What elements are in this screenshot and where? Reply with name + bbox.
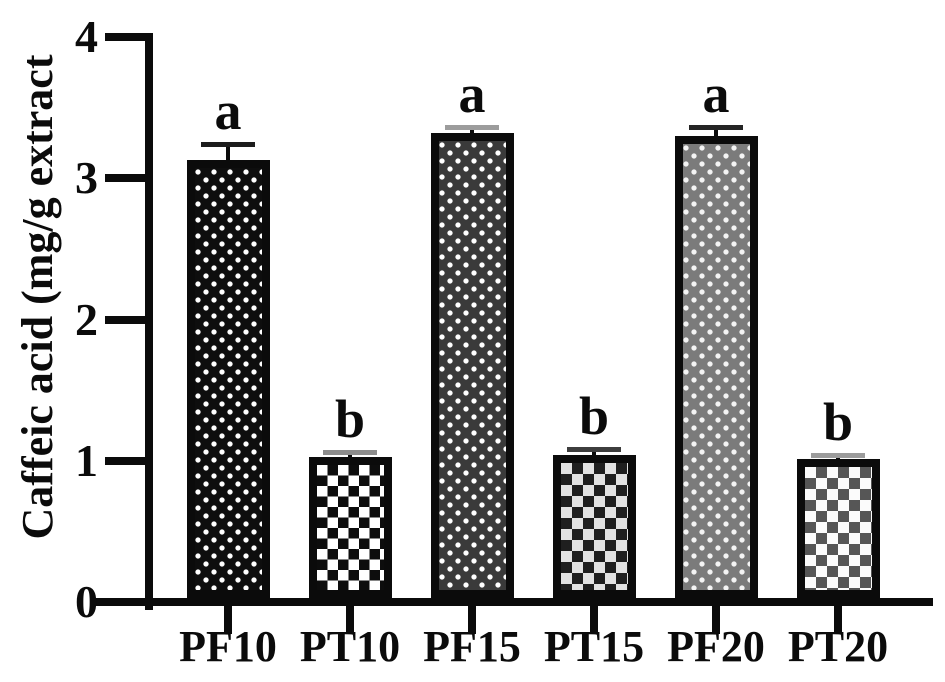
- x-tick-pf10: [224, 606, 232, 634]
- y-tick-label-4: 4: [75, 11, 98, 62]
- error-bar-cap-pf20: [689, 125, 743, 131]
- x-tick-pf20: [712, 606, 720, 634]
- error-bar-cap-pf10: [201, 142, 255, 148]
- bar-pt20: [796, 459, 880, 598]
- error-bar-cap-pt10: [323, 450, 377, 456]
- sig-letter-pf15: a: [458, 64, 486, 125]
- sig-letter-pf20: a: [702, 64, 730, 125]
- error-bar-cap-pf15: [445, 125, 499, 131]
- sig-letter-pt10: b: [334, 389, 366, 450]
- y-tick-label-3: 3: [75, 152, 98, 204]
- y-axis-line: [145, 33, 153, 610]
- sig-letter-pt20: b: [822, 392, 854, 453]
- error-bar-stem-pf20: [714, 127, 718, 136]
- x-tick-label-pf10: PF10: [179, 622, 277, 671]
- x-tick-label-pt10: PT10: [299, 622, 401, 671]
- bar-pf20: [674, 135, 758, 598]
- sig-letter-pf10: a: [214, 81, 242, 142]
- bar-pf10: [186, 159, 270, 598]
- y-tick-2: [105, 315, 145, 324]
- error-bar-stem-pf10: [226, 144, 230, 160]
- error-bar-cap-pt20: [811, 453, 865, 459]
- x-tick-pf15: [468, 606, 476, 634]
- y-tick-label-1: 1: [75, 434, 98, 486]
- y-tick-3: [105, 174, 145, 183]
- bar-pf15: [430, 133, 514, 598]
- x-axis-line: [95, 598, 933, 606]
- x-tick-pt15: [590, 606, 598, 634]
- sig-letter-pt15: b: [578, 386, 610, 447]
- x-tick-pt10: [346, 606, 354, 634]
- x-tick-pt20: [834, 606, 842, 634]
- y-tick-4: [105, 33, 145, 41]
- y-tick-label-2: 2: [75, 293, 98, 345]
- x-tick-label-pf15: PF15: [423, 622, 521, 671]
- error-bar-cap-pt15: [567, 447, 621, 453]
- y-tick-label-0: 0: [75, 576, 98, 627]
- x-tick-label-pt20: PT20: [787, 622, 889, 671]
- y-tick-1: [105, 456, 145, 465]
- bar-pt15: [552, 455, 636, 598]
- x-tick-label-pf20: PF20: [667, 622, 765, 671]
- x-tick-label-pt15: PT15: [543, 622, 645, 671]
- bar-pt10: [308, 456, 392, 598]
